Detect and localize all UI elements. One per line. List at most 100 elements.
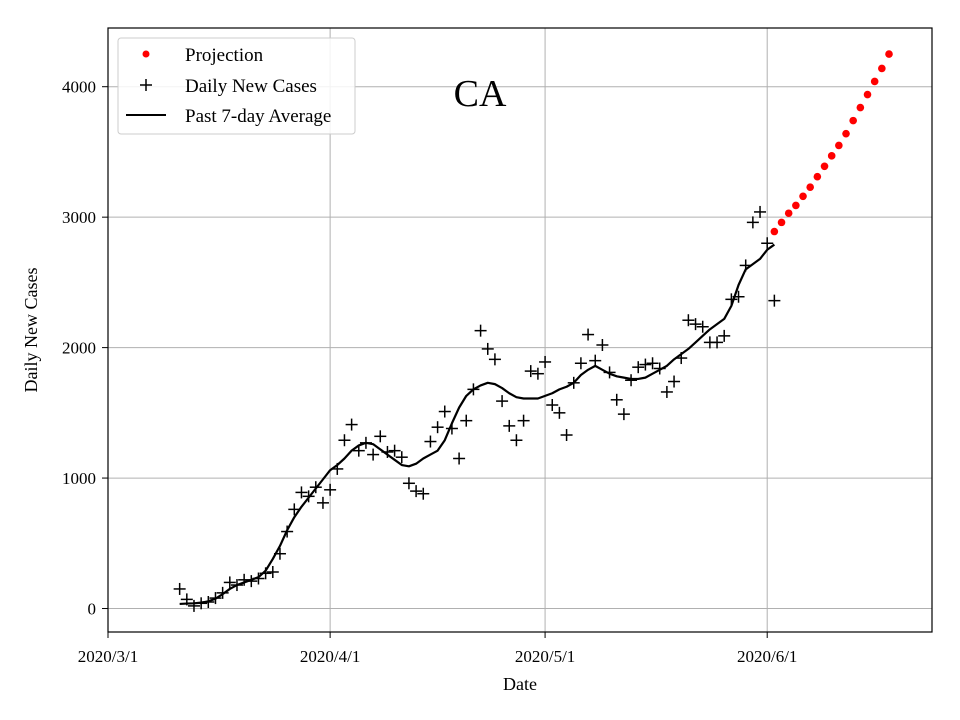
daily-case-point xyxy=(560,429,573,442)
daily-case-point xyxy=(596,339,609,352)
daily-case-point xyxy=(266,565,279,578)
daily-case-point xyxy=(460,414,473,427)
daily-case-point xyxy=(438,405,451,418)
daily-case-point xyxy=(417,487,430,500)
daily-case-point xyxy=(531,367,544,380)
daily-case-point xyxy=(488,353,501,366)
projection-point xyxy=(784,209,793,218)
daily-case-point xyxy=(610,393,623,406)
daily-case-point xyxy=(252,572,265,585)
legend: Projection Daily New Cases Past 7-day Av… xyxy=(117,37,356,135)
daily-case-point xyxy=(352,444,365,457)
daily-case-point xyxy=(374,430,387,443)
x-tick-label: 2020/5/1 xyxy=(515,647,575,666)
daily-case-point xyxy=(646,357,659,370)
y-tick-label: 1000 xyxy=(62,469,96,488)
daily-case-point xyxy=(496,395,509,408)
daily-case-point xyxy=(582,328,595,341)
daily-case-point xyxy=(302,490,315,503)
daily-cases-layer xyxy=(173,205,781,612)
projection-point xyxy=(878,64,886,73)
daily-case-point xyxy=(359,436,372,449)
daily-case-point xyxy=(410,485,423,498)
daily-case-point xyxy=(746,216,759,229)
y-tick-label: 3000 xyxy=(62,208,96,227)
projection-layer xyxy=(770,50,893,236)
daily-case-point xyxy=(639,358,652,371)
x-tick-label: 2020/6/1 xyxy=(737,647,797,666)
daily-case-point xyxy=(209,592,222,605)
y-axis-title: Daily New Cases xyxy=(21,268,41,393)
daily-case-point xyxy=(653,362,666,375)
daily-case-point xyxy=(603,366,616,379)
daily-case-point xyxy=(617,408,630,421)
daily-case-point xyxy=(324,483,337,496)
daily-case-point xyxy=(245,575,258,588)
projection-point xyxy=(856,103,865,112)
daily-case-point xyxy=(288,503,301,516)
projection-point xyxy=(863,90,872,99)
daily-case-point xyxy=(402,477,415,490)
daily-case-point xyxy=(696,320,709,333)
daily-case-point xyxy=(388,444,401,457)
legend-average-label: Past 7-day Average xyxy=(185,106,331,127)
daily-case-point xyxy=(668,375,681,388)
legend-daily-cases-marker xyxy=(140,79,152,91)
daily-case-point xyxy=(295,486,308,499)
projection-point xyxy=(813,172,822,181)
daily-case-point xyxy=(567,376,580,389)
daily-case-point xyxy=(445,422,458,435)
average-line-layer xyxy=(179,243,776,606)
projection-point xyxy=(835,141,843,150)
daily-case-point xyxy=(431,421,444,434)
daily-case-point xyxy=(524,365,537,378)
projection-point xyxy=(885,50,893,58)
projection-point xyxy=(792,201,800,210)
x-tick-label: 2020/3/1 xyxy=(78,647,138,666)
x-axis-title: Date xyxy=(503,674,537,694)
x-tick-label: 2020/4/1 xyxy=(300,647,360,666)
projection-point xyxy=(777,218,786,227)
chart-title: CA xyxy=(454,73,507,115)
daily-case-point xyxy=(625,374,638,387)
daily-case-point xyxy=(180,593,193,606)
daily-case-point xyxy=(316,496,329,509)
daily-case-point xyxy=(281,525,294,538)
daily-case-point xyxy=(230,579,243,592)
daily-case-point xyxy=(216,586,229,599)
daily-case-point xyxy=(754,205,767,218)
daily-case-point xyxy=(187,599,200,612)
projection-point xyxy=(820,162,829,171)
legend-projection-label: Projection xyxy=(185,45,264,66)
average-line xyxy=(179,243,776,606)
daily-case-point xyxy=(259,567,272,580)
daily-case-point xyxy=(761,237,774,250)
daily-case-point xyxy=(202,595,215,608)
daily-case-point xyxy=(510,434,523,447)
daily-case-point xyxy=(589,354,602,367)
daily-case-point xyxy=(467,383,480,396)
projection-point xyxy=(827,152,836,160)
legend-projection-marker xyxy=(142,50,150,58)
y-tick-label: 4000 xyxy=(62,78,96,97)
daily-case-point xyxy=(517,414,530,427)
daily-case-point xyxy=(732,290,745,303)
daily-case-point xyxy=(546,399,559,412)
y-tick-label: 2000 xyxy=(62,339,96,358)
daily-case-point xyxy=(381,445,394,458)
daily-case-point xyxy=(309,481,322,494)
daily-case-point xyxy=(474,324,487,337)
projection-point xyxy=(806,183,814,191)
projection-point xyxy=(770,227,779,236)
daily-case-point xyxy=(223,576,236,589)
daily-case-point xyxy=(424,435,437,448)
daily-case-point xyxy=(689,318,702,331)
plot-frame xyxy=(107,27,933,633)
daily-case-point xyxy=(718,329,731,342)
projection-point xyxy=(799,192,807,201)
daily-case-point xyxy=(367,448,380,461)
y-tick-label: 0 xyxy=(88,600,97,619)
projection-point xyxy=(849,116,857,125)
daily-case-point xyxy=(660,385,673,398)
